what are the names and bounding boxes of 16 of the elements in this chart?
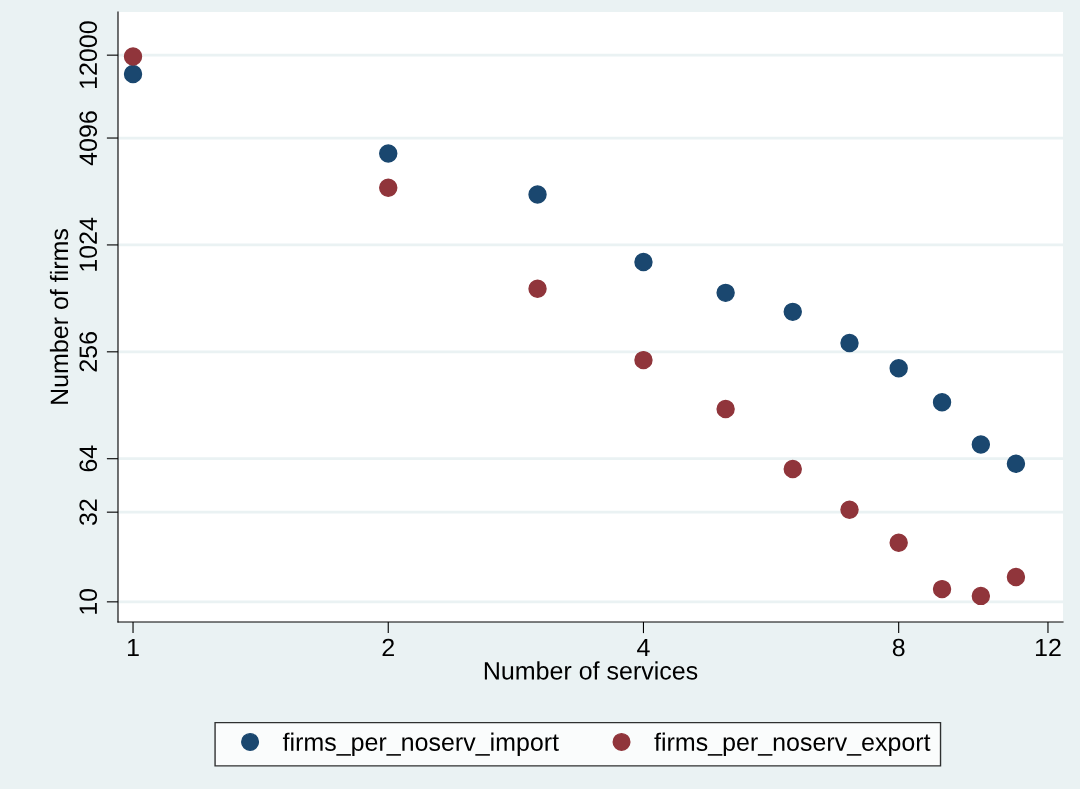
y-tick-label: 32: [79, 499, 98, 526]
y-tick-label: 256: [79, 332, 98, 372]
x-axis-title: Number of services: [484, 661, 698, 680]
x-tick-label: 1: [127, 638, 139, 657]
y-tick-label: 12000: [79, 21, 98, 88]
y-tick-label: 4096: [79, 111, 98, 166]
y-axis-title: Number of firms: [49, 228, 69, 404]
x-tick-label: 12: [1035, 638, 1061, 657]
legend-label: firms_per_noserv_export: [654, 732, 931, 756]
x-tick-label: 4: [637, 638, 650, 657]
y-tick-label: 1024: [79, 217, 98, 271]
x-tick-label: 2: [382, 638, 394, 657]
legend-label: firms_per_noserv_import: [282, 732, 559, 756]
y-tick-label: 10: [79, 588, 98, 614]
x-tick-label: 8: [892, 638, 905, 657]
y-tick-label: 64: [79, 445, 98, 472]
